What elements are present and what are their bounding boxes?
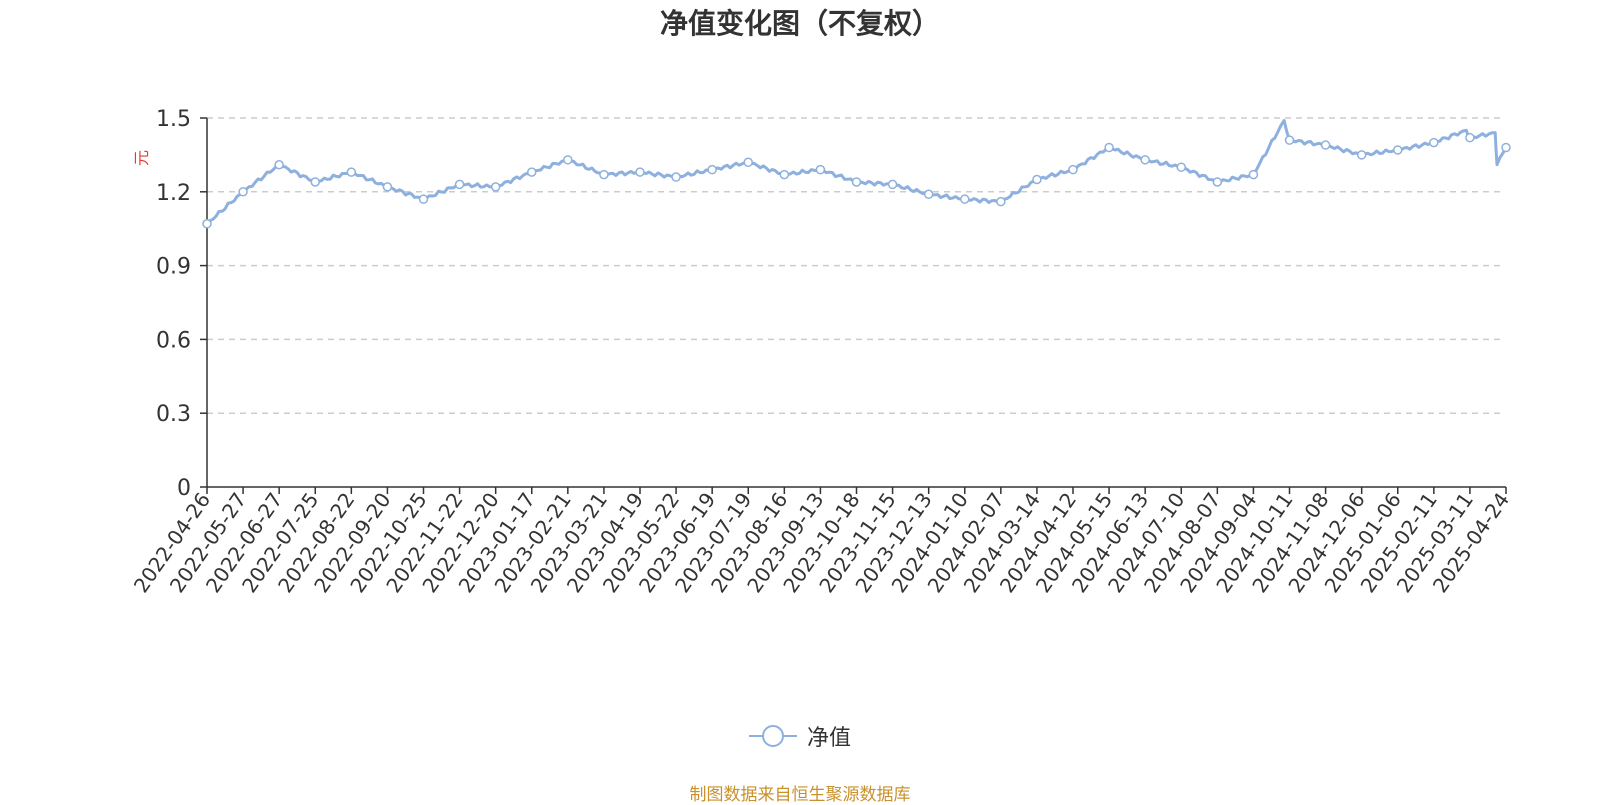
series-layer [202,119,1511,229]
legend: 净值 [0,720,1600,752]
data-point[interactable] [382,182,393,192]
data-point[interactable] [310,177,320,187]
axis-labels: 00.30.60.91.21.5元2022-04-262022-05-27202… [129,107,1514,597]
data-point[interactable] [635,167,645,177]
data-point[interactable] [1248,169,1259,180]
y-axis-label: 元 [132,150,151,166]
axes [200,117,1507,494]
y-tick-label: 0.6 [156,328,191,353]
legend-label: 净值 [806,726,851,751]
y-tick-label: 1.2 [156,181,191,206]
data-point[interactable] [1140,155,1150,165]
data-point[interactable] [1465,132,1475,143]
data-point[interactable] [563,155,573,165]
data-point[interactable] [960,194,970,204]
data-point[interactable] [1356,150,1367,160]
data-point[interactable] [887,179,898,190]
data-point[interactable] [1429,137,1439,148]
data-point[interactable] [743,157,753,168]
data-point[interactable] [996,196,1006,207]
data-point[interactable] [815,164,826,175]
data-point[interactable] [1393,145,1403,155]
y-tick-label: 0.9 [156,255,191,280]
data-point[interactable] [1104,142,1114,153]
y-tick-label: 0 [177,476,191,501]
data-point[interactable] [851,177,862,187]
data-point[interactable] [202,219,212,229]
y-tick-label: 0.3 [156,402,191,427]
chart-title: 净值变化图（不复权） [659,7,940,40]
data-point[interactable] [527,167,537,177]
data-point[interactable] [1176,162,1186,172]
data-point[interactable] [238,187,248,197]
data-point[interactable] [779,169,790,180]
data-point[interactable] [1032,174,1042,185]
data-point[interactable] [490,182,501,192]
y-tick-label: 1.5 [156,107,191,132]
data-point[interactable] [671,172,681,182]
series-line-net-value [205,119,1508,225]
data-point[interactable] [707,164,717,175]
data-point[interactable] [599,169,609,180]
data-point[interactable] [923,189,934,200]
legend-line-circle-icon [748,725,797,747]
legend-item-net-value[interactable]: 净值 [748,720,851,752]
data-point[interactable] [1068,164,1078,175]
data-point[interactable] [418,194,429,204]
data-point[interactable] [1320,140,1331,150]
data-point[interactable] [1501,142,1511,153]
data-point[interactable] [1284,135,1295,145]
data-point[interactable] [454,179,465,190]
data-point[interactable] [1212,177,1223,187]
grid-lines [207,117,1500,414]
source-note: 制图数据来自恒生聚源数据库 [689,785,911,805]
data-point[interactable] [346,167,357,177]
data-point[interactable] [274,159,284,170]
